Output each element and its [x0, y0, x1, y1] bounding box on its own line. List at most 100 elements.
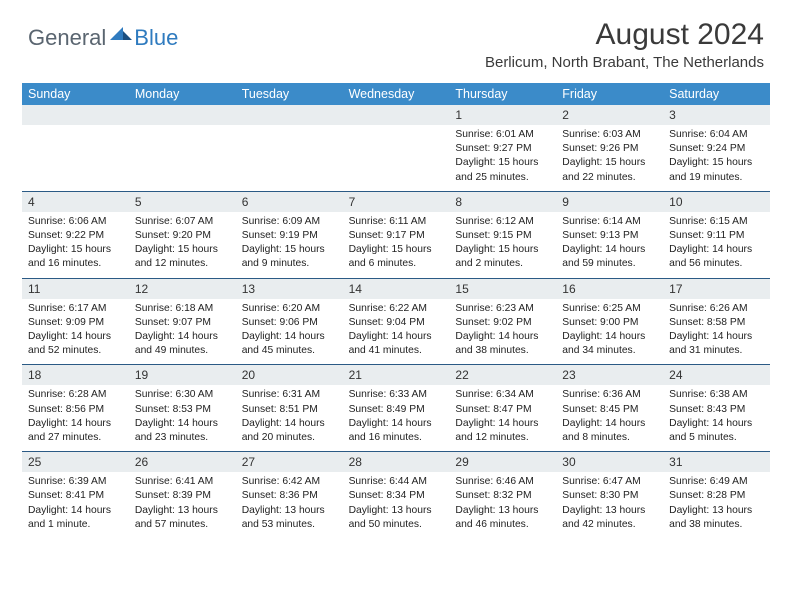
daynum-cell: 19 — [129, 365, 236, 385]
sunset-text: Sunset: 8:58 PM — [669, 316, 764, 330]
daylight-text: Daylight: 15 hours and 19 minutes. — [669, 156, 764, 184]
detail-cell: Sunrise: 6:03 AMSunset: 9:26 PMDaylight:… — [556, 125, 663, 191]
daylight-text: Daylight: 14 hours and 34 minutes. — [562, 330, 657, 358]
sunrise-text: Sunrise: 6:12 AM — [455, 215, 550, 229]
sunset-text: Sunset: 9:06 PM — [242, 316, 337, 330]
detail-cell: Sunrise: 6:04 AMSunset: 9:24 PMDaylight:… — [663, 125, 770, 191]
day-header-cell: Friday — [556, 83, 663, 105]
daylight-text: Daylight: 13 hours and 38 minutes. — [669, 504, 764, 532]
sunset-text: Sunset: 8:34 PM — [349, 489, 444, 503]
detail-cell: Sunrise: 6:47 AMSunset: 8:30 PMDaylight:… — [556, 472, 663, 538]
daynum-cell: 18 — [22, 365, 129, 385]
sunset-text: Sunset: 8:36 PM — [242, 489, 337, 503]
detail-row: Sunrise: 6:01 AMSunset: 9:27 PMDaylight:… — [22, 125, 770, 191]
daynum-cell — [343, 105, 450, 125]
sunset-text: Sunset: 9:20 PM — [135, 229, 230, 243]
daylight-text: Daylight: 13 hours and 50 minutes. — [349, 504, 444, 532]
sunrise-text: Sunrise: 6:09 AM — [242, 215, 337, 229]
detail-cell: Sunrise: 6:31 AMSunset: 8:51 PMDaylight:… — [236, 385, 343, 451]
detail-cell: Sunrise: 6:09 AMSunset: 9:19 PMDaylight:… — [236, 212, 343, 278]
sunrise-text: Sunrise: 6:42 AM — [242, 475, 337, 489]
daylight-text: Daylight: 14 hours and 49 minutes. — [135, 330, 230, 358]
logo-triangle-icon — [110, 24, 132, 45]
daylight-text: Daylight: 14 hours and 31 minutes. — [669, 330, 764, 358]
daynum-cell — [129, 105, 236, 125]
sunset-text: Sunset: 9:09 PM — [28, 316, 123, 330]
daynum-cell: 30 — [556, 452, 663, 472]
daynum-row: 45678910 — [22, 192, 770, 212]
daynum-cell: 11 — [22, 279, 129, 299]
detail-row: Sunrise: 6:06 AMSunset: 9:22 PMDaylight:… — [22, 212, 770, 278]
detail-cell: Sunrise: 6:42 AMSunset: 8:36 PMDaylight:… — [236, 472, 343, 538]
detail-cell: Sunrise: 6:07 AMSunset: 9:20 PMDaylight:… — [129, 212, 236, 278]
daylight-text: Daylight: 14 hours and 23 minutes. — [135, 417, 230, 445]
daylight-text: Daylight: 14 hours and 27 minutes. — [28, 417, 123, 445]
sunrise-text: Sunrise: 6:17 AM — [28, 302, 123, 316]
sunset-text: Sunset: 8:51 PM — [242, 403, 337, 417]
detail-cell — [129, 125, 236, 191]
detail-cell — [236, 125, 343, 191]
sunrise-text: Sunrise: 6:07 AM — [135, 215, 230, 229]
daynum-cell: 1 — [449, 105, 556, 125]
sunrise-text: Sunrise: 6:46 AM — [455, 475, 550, 489]
sunrise-text: Sunrise: 6:47 AM — [562, 475, 657, 489]
detail-cell: Sunrise: 6:12 AMSunset: 9:15 PMDaylight:… — [449, 212, 556, 278]
sunrise-text: Sunrise: 6:18 AM — [135, 302, 230, 316]
sunset-text: Sunset: 9:15 PM — [455, 229, 550, 243]
daynum-cell: 10 — [663, 192, 770, 212]
detail-cell: Sunrise: 6:14 AMSunset: 9:13 PMDaylight:… — [556, 212, 663, 278]
daynum-cell: 31 — [663, 452, 770, 472]
day-header-cell: Sunday — [22, 83, 129, 105]
sunrise-text: Sunrise: 6:15 AM — [669, 215, 764, 229]
daylight-text: Daylight: 14 hours and 38 minutes. — [455, 330, 550, 358]
sunrise-text: Sunrise: 6:39 AM — [28, 475, 123, 489]
daynum-cell — [22, 105, 129, 125]
daynum-cell: 17 — [663, 279, 770, 299]
sunrise-text: Sunrise: 6:01 AM — [455, 128, 550, 142]
detail-cell: Sunrise: 6:39 AMSunset: 8:41 PMDaylight:… — [22, 472, 129, 538]
sunrise-text: Sunrise: 6:20 AM — [242, 302, 337, 316]
sunrise-text: Sunrise: 6:44 AM — [349, 475, 444, 489]
sunset-text: Sunset: 9:00 PM — [562, 316, 657, 330]
detail-cell — [343, 125, 450, 191]
daynum-cell: 24 — [663, 365, 770, 385]
day-header-cell: Tuesday — [236, 83, 343, 105]
detail-row: Sunrise: 6:39 AMSunset: 8:41 PMDaylight:… — [22, 472, 770, 538]
detail-cell: Sunrise: 6:17 AMSunset: 9:09 PMDaylight:… — [22, 299, 129, 365]
sunset-text: Sunset: 9:13 PM — [562, 229, 657, 243]
sunrise-text: Sunrise: 6:26 AM — [669, 302, 764, 316]
sunset-text: Sunset: 8:47 PM — [455, 403, 550, 417]
sunrise-text: Sunrise: 6:36 AM — [562, 388, 657, 402]
sunrise-text: Sunrise: 6:11 AM — [349, 215, 444, 229]
sunset-text: Sunset: 9:26 PM — [562, 142, 657, 156]
sunset-text: Sunset: 9:04 PM — [349, 316, 444, 330]
detail-cell: Sunrise: 6:34 AMSunset: 8:47 PMDaylight:… — [449, 385, 556, 451]
sunrise-text: Sunrise: 6:03 AM — [562, 128, 657, 142]
daynum-cell: 14 — [343, 279, 450, 299]
daynum-cell: 25 — [22, 452, 129, 472]
daynum-cell: 16 — [556, 279, 663, 299]
daynum-cell: 23 — [556, 365, 663, 385]
sunrise-text: Sunrise: 6:22 AM — [349, 302, 444, 316]
detail-row: Sunrise: 6:28 AMSunset: 8:56 PMDaylight:… — [22, 385, 770, 451]
sunrise-text: Sunrise: 6:30 AM — [135, 388, 230, 402]
detail-cell: Sunrise: 6:26 AMSunset: 8:58 PMDaylight:… — [663, 299, 770, 365]
sunset-text: Sunset: 9:19 PM — [242, 229, 337, 243]
daynum-cell: 12 — [129, 279, 236, 299]
day-header-cell: Monday — [129, 83, 236, 105]
sunset-text: Sunset: 9:02 PM — [455, 316, 550, 330]
daynum-cell: 6 — [236, 192, 343, 212]
detail-cell: Sunrise: 6:06 AMSunset: 9:22 PMDaylight:… — [22, 212, 129, 278]
daylight-text: Daylight: 13 hours and 53 minutes. — [242, 504, 337, 532]
sunset-text: Sunset: 9:07 PM — [135, 316, 230, 330]
sunrise-text: Sunrise: 6:38 AM — [669, 388, 764, 402]
daylight-text: Daylight: 14 hours and 45 minutes. — [242, 330, 337, 358]
daylight-text: Daylight: 15 hours and 16 minutes. — [28, 243, 123, 271]
detail-cell: Sunrise: 6:22 AMSunset: 9:04 PMDaylight:… — [343, 299, 450, 365]
daylight-text: Daylight: 14 hours and 20 minutes. — [242, 417, 337, 445]
daylight-text: Daylight: 15 hours and 12 minutes. — [135, 243, 230, 271]
sunset-text: Sunset: 9:24 PM — [669, 142, 764, 156]
sunrise-text: Sunrise: 6:49 AM — [669, 475, 764, 489]
daynum-cell: 15 — [449, 279, 556, 299]
daylight-text: Daylight: 15 hours and 9 minutes. — [242, 243, 337, 271]
